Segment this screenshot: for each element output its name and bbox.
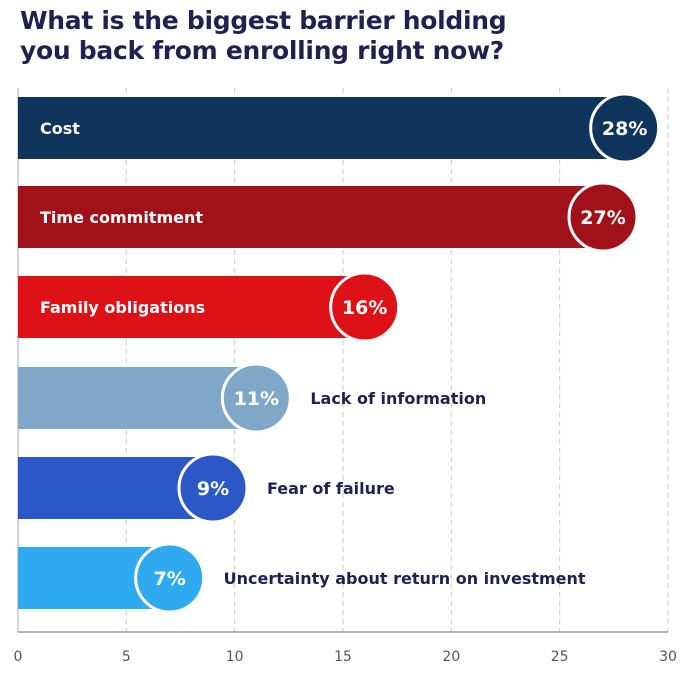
- x-tick-label: 5: [122, 649, 131, 665]
- category-label: Uncertainty about return on investment: [224, 569, 586, 588]
- data-label: 16%: [342, 297, 387, 319]
- value-badge: [220, 362, 292, 434]
- data-label: 28%: [602, 118, 647, 140]
- value-badge: [589, 92, 661, 164]
- category-label: Cost: [40, 119, 80, 138]
- category-label: Family obligations: [40, 298, 205, 317]
- bar-group: 7% Uncertainty about return on investment: [18, 542, 586, 614]
- x-tick-label: 10: [226, 649, 244, 665]
- value-badge: [329, 271, 401, 343]
- category-label: Time commitment: [40, 208, 203, 227]
- bar: [18, 186, 603, 248]
- value-badge: [567, 181, 639, 253]
- bar-group: 11% Lack of information: [18, 362, 486, 434]
- bar-group: 28% Cost: [18, 92, 661, 164]
- chart-title-line-2: you back from enrolling right now?: [20, 36, 505, 65]
- data-label: 11%: [234, 388, 279, 410]
- chart-title-line-1: What is the biggest barrier holding: [20, 6, 507, 35]
- bar: [18, 276, 365, 338]
- x-tick-label: 0: [14, 649, 23, 665]
- x-tick-label: 30: [659, 649, 677, 665]
- bar-group: 27% Time commitment: [18, 181, 639, 253]
- bar: [18, 367, 257, 429]
- value-badge: [134, 542, 206, 614]
- category-label: Fear of failure: [267, 479, 395, 498]
- bar-group: 16% Family obligations: [18, 271, 401, 343]
- data-label: 7%: [154, 568, 186, 590]
- value-badge: [177, 452, 249, 524]
- category-label: Lack of information: [310, 389, 486, 408]
- x-tick-label: 15: [334, 649, 352, 665]
- bar-group: 9% Fear of failure: [18, 452, 395, 524]
- chart-title: What is the biggest barrier holding you …: [20, 6, 680, 66]
- data-label: 27%: [580, 207, 625, 229]
- bar: [18, 97, 625, 159]
- x-tick-label: 20: [442, 649, 460, 665]
- data-label: 9%: [197, 478, 229, 500]
- x-tick-label: 25: [551, 649, 569, 665]
